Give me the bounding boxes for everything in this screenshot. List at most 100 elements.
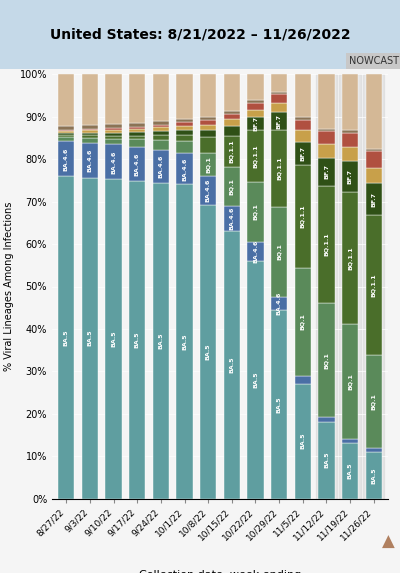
Text: United States: 8/21/2022 – 11/26/2022: United States: 8/21/2022 – 11/26/2022 xyxy=(50,28,350,41)
Bar xyxy=(366,215,382,355)
Bar xyxy=(316,74,337,499)
Bar xyxy=(271,103,288,112)
Text: BQ.1: BQ.1 xyxy=(348,373,353,390)
Bar xyxy=(176,126,193,129)
Text: BQ.1.1: BQ.1.1 xyxy=(348,246,353,270)
Bar xyxy=(58,126,74,130)
Bar xyxy=(363,74,384,499)
Bar xyxy=(318,186,335,304)
Bar xyxy=(318,144,335,158)
Bar xyxy=(129,127,146,129)
Bar xyxy=(342,132,358,147)
Text: BA.5: BA.5 xyxy=(324,452,329,469)
Bar xyxy=(200,124,216,129)
Text: BA.5: BA.5 xyxy=(206,343,211,360)
Text: BF.7: BF.7 xyxy=(371,192,376,207)
Text: BA.4.6: BA.4.6 xyxy=(253,240,258,264)
X-axis label: Collection date, week ending: Collection date, week ending xyxy=(139,570,301,573)
Bar xyxy=(58,142,74,176)
Text: BA.4.6: BA.4.6 xyxy=(111,150,116,174)
Text: BQ.1.1: BQ.1.1 xyxy=(253,144,258,168)
Bar xyxy=(82,131,98,132)
Bar xyxy=(271,130,288,207)
Text: BA.5: BA.5 xyxy=(229,356,234,373)
Bar xyxy=(366,151,382,168)
Text: BQ.1: BQ.1 xyxy=(371,394,376,410)
Bar xyxy=(58,130,74,131)
Bar xyxy=(58,74,74,126)
Bar xyxy=(271,207,288,297)
Bar xyxy=(176,129,193,135)
Bar xyxy=(152,128,169,131)
Bar xyxy=(342,147,358,162)
Bar xyxy=(82,143,98,178)
Bar xyxy=(176,119,193,123)
Bar xyxy=(200,137,216,153)
Text: BF.7: BF.7 xyxy=(253,116,258,131)
Bar xyxy=(82,74,98,124)
Bar xyxy=(176,142,193,154)
Bar xyxy=(366,449,382,452)
Bar xyxy=(294,74,311,117)
Bar xyxy=(366,168,382,183)
Bar xyxy=(271,95,288,103)
Bar xyxy=(366,355,382,449)
Bar xyxy=(271,297,288,310)
Bar xyxy=(129,181,146,499)
Bar xyxy=(58,138,74,142)
Text: BA.4.6: BA.4.6 xyxy=(229,206,234,230)
Bar xyxy=(200,120,216,124)
Bar xyxy=(152,131,169,135)
Bar xyxy=(294,383,311,499)
Text: BA.4.6: BA.4.6 xyxy=(158,154,163,178)
Bar xyxy=(129,74,146,123)
Bar xyxy=(247,74,264,100)
Text: BF.7: BF.7 xyxy=(277,113,282,128)
Bar xyxy=(224,74,240,111)
Bar xyxy=(294,268,311,375)
Text: NOWCAST: NOWCAST xyxy=(349,56,399,66)
Bar xyxy=(247,100,264,103)
Bar xyxy=(294,165,311,268)
Bar xyxy=(82,135,98,138)
Text: BA.5: BA.5 xyxy=(111,331,116,347)
Bar xyxy=(152,121,169,124)
Bar xyxy=(318,417,335,422)
Bar xyxy=(224,167,240,206)
Bar xyxy=(294,131,311,142)
Bar xyxy=(105,144,122,179)
Bar xyxy=(224,111,240,114)
Bar xyxy=(82,129,98,131)
Bar xyxy=(224,119,240,126)
Bar xyxy=(224,136,240,167)
Text: BA.5: BA.5 xyxy=(277,396,282,413)
Bar xyxy=(318,131,335,144)
Bar xyxy=(152,183,169,499)
Bar xyxy=(224,114,240,119)
Bar xyxy=(129,129,146,132)
Bar xyxy=(342,324,358,439)
Text: BQ.1.1: BQ.1.1 xyxy=(229,139,234,163)
Bar xyxy=(82,124,98,129)
Bar xyxy=(176,123,193,126)
Bar xyxy=(82,138,98,143)
Text: BA.5: BA.5 xyxy=(158,332,163,349)
Bar xyxy=(176,185,193,499)
Bar xyxy=(105,124,122,128)
Text: BF.7: BF.7 xyxy=(348,170,353,185)
Text: BQ.1: BQ.1 xyxy=(253,203,258,220)
Bar xyxy=(224,126,240,136)
Bar xyxy=(342,131,358,132)
Bar xyxy=(58,133,74,135)
Bar xyxy=(366,183,382,215)
Bar xyxy=(340,74,361,499)
Text: BQ.1.1: BQ.1.1 xyxy=(371,273,376,297)
Text: BQ.1: BQ.1 xyxy=(206,156,211,173)
Bar xyxy=(294,117,311,120)
Bar xyxy=(129,123,146,127)
Bar xyxy=(105,130,122,132)
Bar xyxy=(152,74,169,121)
Bar xyxy=(129,147,146,181)
Bar xyxy=(176,135,193,142)
Bar xyxy=(318,129,335,131)
